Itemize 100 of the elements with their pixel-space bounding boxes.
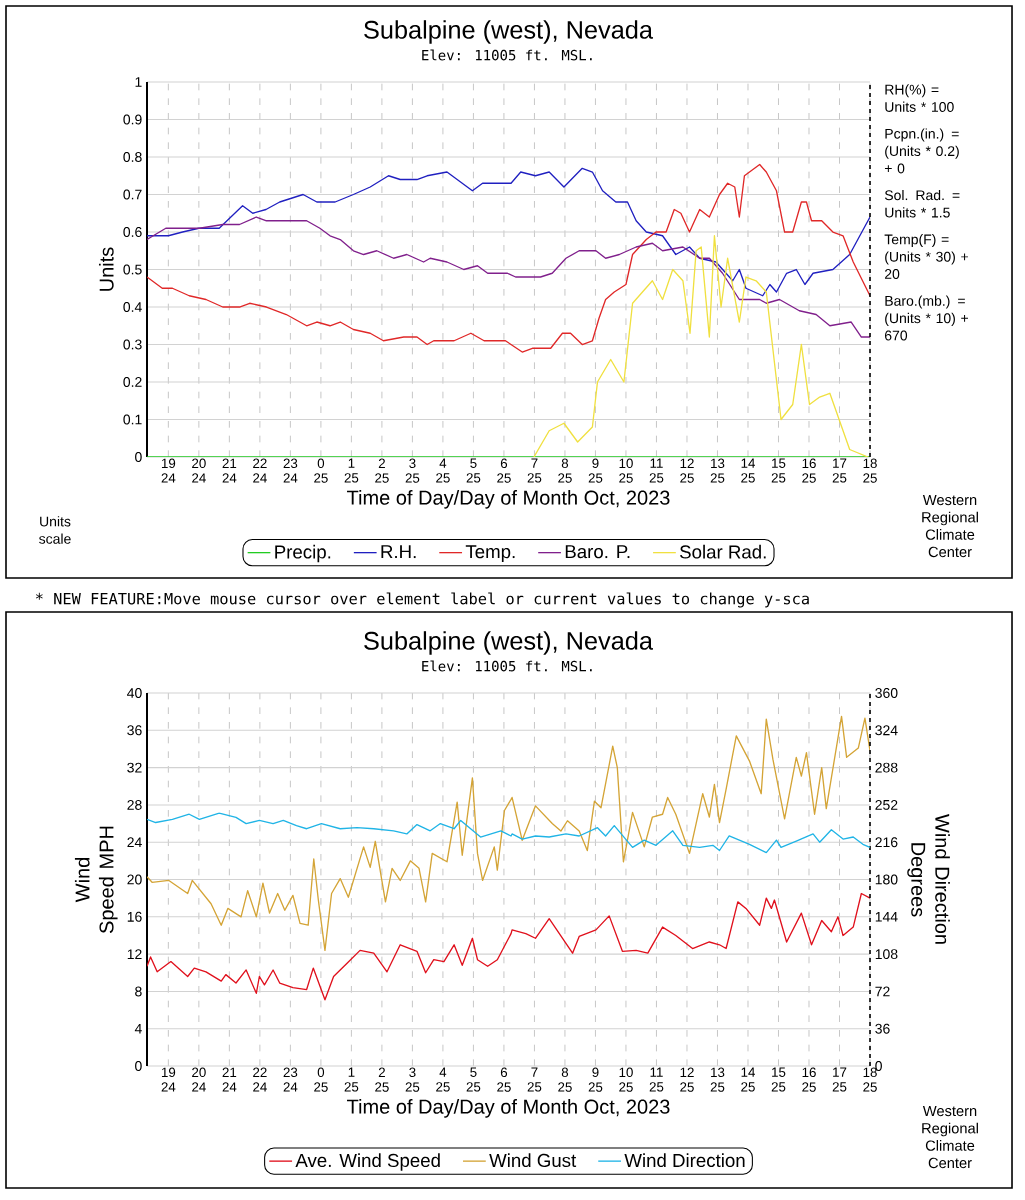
x-tick-label: 23 24 — [283, 458, 298, 483]
line-series — [147, 812, 871, 854]
x-tick-label: 6 25 — [497, 1067, 511, 1092]
y-tick-label: 40 — [127, 688, 142, 698]
x-tick-label: 0 25 — [314, 1067, 328, 1092]
y2-tick-label: 252 — [875, 799, 898, 810]
x-tick-label: 19 24 — [161, 1067, 176, 1092]
x-tick-label: 10 25 — [619, 1067, 633, 1092]
x-tick-label: 17 25 — [832, 458, 847, 483]
text: RH(%) = Units * 100 — [885, 84, 954, 112]
x-tick-label: 2 25 — [375, 458, 389, 483]
y-tick-label: 0.8 — [123, 152, 142, 162]
y2-tick-label: 180 — [875, 874, 898, 885]
x-tick-label: 16 25 — [802, 1067, 816, 1092]
x-tick-label: 23 24 — [283, 1067, 298, 1092]
y-tick-label: 0.6 — [123, 227, 142, 237]
x-tick-label: 21 24 — [222, 458, 237, 483]
chart-subtitle: Elev: 11005 ft. MSL. — [422, 49, 592, 61]
text: * NEW FEATURE:Move mouse cursor over element label or current values to change y-sca — [35, 592, 809, 608]
line-series — [147, 892, 871, 1001]
y-tick-label: 16 — [127, 911, 142, 922]
x-tick-label: 21 24 — [222, 1067, 237, 1092]
x-tick-label: 13 25 — [710, 1067, 725, 1092]
legend-label: Baro. P. — [565, 545, 630, 559]
text: Sol. Rad. = Units * 1.5 — [884, 189, 960, 218]
legend-label: Ave. Wind Speed — [295, 1153, 440, 1171]
y2-tick-label: 108 — [875, 949, 898, 960]
x-tick-label: 20 24 — [192, 458, 206, 483]
legend-label: Precip. — [275, 544, 331, 563]
x-tick-label: 15 25 — [771, 1067, 786, 1092]
line-series — [533, 235, 869, 458]
x-tick-label: 19 24 — [161, 458, 176, 483]
y-tick-label: 0.7 — [123, 189, 142, 200]
x-tick-label: 11 25 — [649, 458, 664, 483]
y-tick-label: 0 — [135, 452, 142, 462]
y-tick-label: 0.1 — [123, 414, 142, 425]
x-tick-label: 3 25 — [405, 1067, 420, 1092]
x-tick-label: 8 25 — [558, 1067, 572, 1092]
y2-axis-title: Wind Direction Degrees — [907, 814, 950, 944]
y2-tick-label: 324 — [875, 725, 898, 736]
x-tick-label: 20 24 — [192, 1067, 206, 1092]
y2-tick-label: 0 — [875, 1061, 882, 1071]
x-tick-label: 22 24 — [253, 458, 267, 483]
x-tick-label: 0 25 — [314, 458, 328, 483]
y2-tick-label: 216 — [875, 837, 898, 848]
legend-label: Temp. — [465, 545, 515, 562]
x-tick-label: 3 25 — [405, 458, 420, 483]
text: Western Regional Climate Center — [922, 1105, 978, 1169]
y-tick-label: 0.3 — [123, 339, 142, 350]
x-tick-label: 18 25 — [863, 1067, 877, 1092]
y-tick-label: 28 — [127, 799, 142, 810]
y2-tick-label: 144 — [875, 912, 898, 922]
x-tick-label: 18 25 — [863, 458, 877, 483]
y-tick-label: 1 — [135, 77, 142, 87]
y-tick-label: 0.2 — [123, 377, 142, 387]
y2-tick-label: 36 — [875, 1023, 890, 1034]
chart-title: Subalpine (west), Nevada — [364, 20, 653, 44]
x-tick-label: 11 25 — [649, 1067, 664, 1092]
y-tick-label: 12 — [127, 949, 142, 959]
x-tick-label: 4 25 — [436, 1067, 450, 1092]
x-tick-label: 14 25 — [741, 1067, 756, 1092]
x-tick-label: 5 25 — [466, 1067, 481, 1092]
line-series — [147, 715, 871, 952]
x-tick-label: 1 25 — [344, 458, 359, 483]
x-tick-label: 14 25 — [741, 458, 756, 483]
y2-tick-label: 72 — [875, 986, 890, 997]
x-tick-label: 1 25 — [344, 1067, 359, 1092]
x-tick-label: 9 25 — [588, 458, 603, 483]
x-tick-label: 15 25 — [771, 458, 786, 483]
y-tick-label: 36 — [127, 725, 142, 736]
x-tick-label: 7 25 — [527, 458, 542, 483]
x-tick-label: 16 25 — [802, 458, 816, 483]
legend-label: Wind Direction — [624, 1153, 745, 1168]
y-tick-label: 32 — [127, 762, 142, 773]
text: Units scale — [39, 516, 71, 544]
x-tick-label: 12 25 — [680, 1067, 694, 1092]
y-tick-label: 20 — [127, 874, 142, 885]
text: Temp(F) = (Units * 30) + 20 — [884, 234, 968, 280]
legend-label: Wind Gust — [489, 1153, 577, 1168]
text: Baro.(mb.) = (Units * 10) + 670 — [884, 295, 968, 341]
legend-label: R.H. — [381, 545, 416, 559]
text: Pcpn.(in.) = (Units * 0.2) + 0 — [884, 128, 959, 174]
y-tick-label: 4 — [134, 1023, 142, 1034]
y-tick-label: 8 — [135, 986, 142, 997]
x-tick-label: 10 25 — [619, 458, 633, 483]
y-tick-label: 24 — [127, 837, 142, 848]
x-tick-label: 4 25 — [436, 458, 450, 483]
line-series — [147, 163, 871, 353]
y-tick-label: 0.9 — [123, 114, 142, 125]
y-tick-label: 0.4 — [123, 302, 142, 312]
y-axis-title: Wind Speed MPH — [74, 826, 118, 934]
y-axis-title: Units — [98, 247, 114, 291]
x-axis-title: Time of Day/Day of Month Oct, 2023 — [347, 1099, 670, 1118]
line-series — [147, 167, 871, 297]
x-tick-label: 9 25 — [588, 1067, 603, 1092]
y2-tick-label: 288 — [875, 762, 898, 773]
text: Western Regional Climate Center — [922, 494, 978, 558]
x-tick-label: 17 25 — [832, 1067, 847, 1092]
chart-subtitle: Elev: 11005 ft. MSL. — [422, 660, 592, 672]
x-tick-label: 5 25 — [466, 458, 481, 483]
